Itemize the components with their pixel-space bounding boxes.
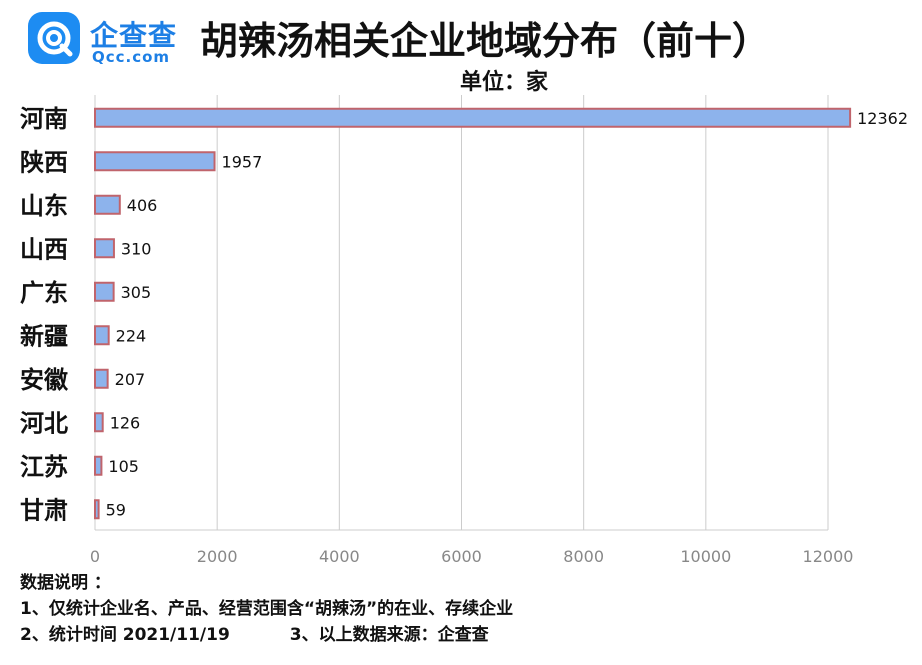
- data-label: 126: [110, 413, 141, 432]
- category-label: 安徽: [20, 366, 69, 394]
- category-label: 河南: [20, 105, 68, 133]
- category-label: 甘肃: [20, 496, 68, 524]
- bar: [94, 194, 121, 215]
- unit-label: 单位：家: [460, 70, 549, 95]
- notes-line2a: 2、统计时间 2021/11/19: [20, 625, 230, 645]
- logo-sub: Qcc.com: [92, 48, 171, 66]
- category-label: 新疆: [20, 322, 68, 350]
- category-label: 河北: [20, 409, 68, 437]
- data-label: 207: [115, 370, 146, 389]
- data-label: 105: [108, 457, 139, 476]
- x-tick-label: 6000: [441, 547, 482, 566]
- bar: [94, 107, 852, 128]
- category-label: 江苏: [20, 453, 68, 481]
- bar: [94, 368, 109, 389]
- x-tick-label: 2000: [197, 547, 238, 566]
- bar-chart: 0 2000 4000 6000 8000 10000 12000 河南 12362 陕西 1957…: [20, 95, 908, 566]
- chart-title: 胡辣汤相关企业地域分布（前十）: [200, 19, 771, 63]
- data-label: 310: [121, 239, 152, 258]
- notes-line1: 1、仅统计企业名、产品、经营范围含“胡辣汤”的在业、存续企业: [20, 599, 514, 619]
- data-label: 305: [121, 283, 152, 302]
- x-tick-label: 10000: [680, 547, 731, 566]
- x-tick-label: 0: [90, 547, 100, 566]
- data-label: 12362: [857, 109, 908, 128]
- x-tick-label: 4000: [319, 547, 360, 566]
- notes-line2b: 3、以上数据来源：企查查: [289, 625, 489, 645]
- bar: [94, 412, 104, 433]
- bar: [94, 151, 216, 172]
- data-label: 224: [116, 326, 147, 345]
- bar: [94, 281, 115, 302]
- bar: [94, 455, 103, 476]
- bar: [94, 499, 100, 520]
- x-tick-label: 8000: [563, 547, 604, 566]
- category-label: 广东: [20, 279, 68, 307]
- category-label: 山西: [20, 235, 68, 263]
- data-notes: 数据说明 ： 1、仅统计企业名、产品、经营范围含“胡辣汤”的在业、存续企业 2、…: [20, 570, 513, 648]
- bar: [94, 325, 110, 346]
- notes-heading: 数据说明 ：: [20, 573, 111, 593]
- logo-name: 企查查: [90, 19, 178, 52]
- category-label: 陕西: [20, 148, 68, 176]
- data-label: 59: [106, 500, 126, 519]
- logo-icon: [28, 12, 80, 64]
- category-label: 山东: [20, 192, 68, 220]
- bar: [94, 238, 115, 259]
- data-label: 406: [127, 196, 158, 215]
- qcc-logo: 企查查 Qcc.com: [28, 12, 198, 66]
- data-label: 1957: [222, 152, 263, 171]
- x-tick-label: 12000: [803, 547, 854, 566]
